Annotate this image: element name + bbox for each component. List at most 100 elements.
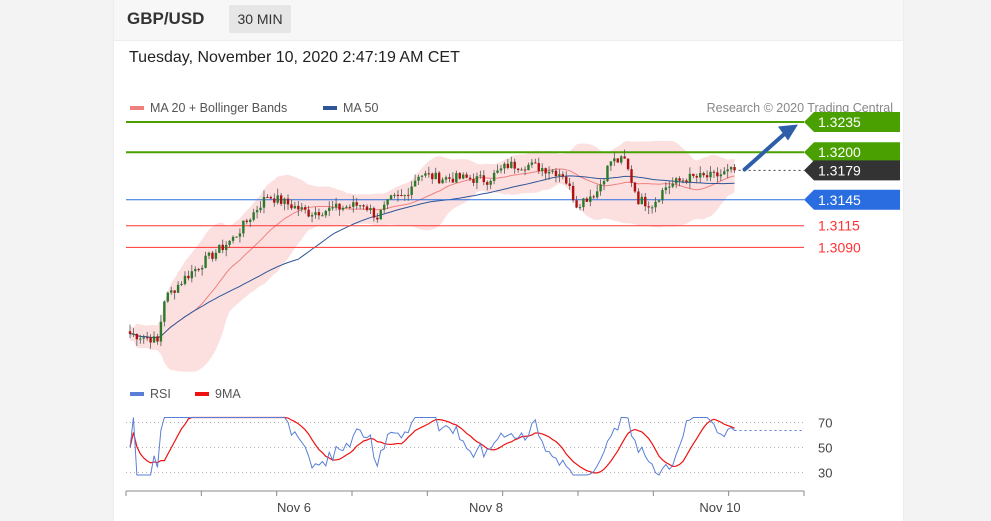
- candle: [534, 162, 537, 164]
- candle: [510, 161, 513, 168]
- candle: [348, 206, 352, 208]
- candle: [341, 207, 345, 210]
- candle: [190, 271, 194, 279]
- candle: [276, 195, 279, 203]
- candle: [637, 191, 640, 205]
- candle: [358, 205, 362, 207]
- x-tick-label: Nov 10: [699, 500, 740, 515]
- candle: [726, 169, 729, 172]
- candle: [729, 167, 733, 170]
- candle: [571, 185, 575, 201]
- candle: [396, 194, 400, 196]
- candle: [273, 198, 276, 203]
- candle: [472, 179, 475, 183]
- candle: [231, 236, 235, 241]
- candle: [523, 169, 527, 171]
- forecast-arrow-shaft: [742, 130, 788, 172]
- candle: [716, 172, 719, 177]
- candle: [252, 212, 255, 220]
- candle: [345, 206, 348, 208]
- candle: [180, 283, 183, 285]
- candle: [623, 156, 626, 159]
- candle: [448, 177, 451, 179]
- candle: [719, 174, 723, 177]
- candle: [647, 206, 650, 208]
- candle: [228, 240, 231, 245]
- candle: [297, 205, 300, 210]
- candle: [427, 173, 431, 175]
- candle: [431, 173, 434, 180]
- candle: [362, 205, 365, 207]
- candle: [128, 331, 132, 334]
- candle: [702, 173, 705, 176]
- chart-datetime: Tuesday, November 10, 2020 2:47:19 AM CE…: [129, 49, 460, 66]
- candle: [479, 175, 482, 177]
- candle: [283, 198, 286, 204]
- candle: [486, 182, 489, 185]
- candle: [307, 209, 310, 217]
- candle: [513, 161, 516, 169]
- candle: [352, 202, 355, 207]
- chart-header: GBP/USD 30 MIN: [114, 0, 903, 41]
- rsi-swatch: [130, 391, 144, 396]
- candle: [589, 196, 592, 202]
- candle: [424, 173, 427, 176]
- ma20-swatch: [130, 105, 144, 110]
- candle: [204, 255, 207, 268]
- level-badge-1.3145: [804, 189, 900, 210]
- candle: [699, 173, 702, 178]
- candle: [376, 217, 379, 220]
- rsi-line: [129, 417, 735, 476]
- candle: [266, 196, 269, 198]
- candle: [132, 333, 135, 335]
- candle: [496, 170, 499, 173]
- candle: [561, 174, 565, 177]
- candle: [575, 200, 578, 208]
- candle: [668, 186, 671, 188]
- candle: [503, 163, 506, 169]
- ma9-swatch: [195, 391, 209, 396]
- timeframe-badge[interactable]: 30 MIN: [229, 5, 291, 33]
- candle: [520, 169, 523, 171]
- candle: [156, 336, 159, 342]
- candle: [386, 199, 389, 205]
- level-label-1.3179: 1.3179: [818, 162, 861, 178]
- candle: [159, 321, 163, 342]
- chart-card: GBP/USD 30 MIN Tuesday, November 10, 202…: [114, 0, 903, 521]
- chart-canvas: 1.3235 1.3200 1.3179 1.3145 1.3115 1.3090 70 50…: [125, 111, 900, 515]
- legend-rsi-label: RSI: [150, 387, 171, 401]
- candle: [657, 200, 661, 202]
- candle: [334, 203, 338, 208]
- level-label-1.3200: 1.3200: [818, 144, 861, 160]
- candle: [338, 203, 341, 210]
- candle: [355, 202, 358, 206]
- rsi-tick-label: 30: [818, 466, 832, 481]
- level-badge-1.3235: [804, 111, 900, 132]
- candle: [650, 207, 654, 209]
- candle: [489, 181, 492, 185]
- candle: [458, 173, 461, 179]
- research-credit: Research © 2020 Trading Central: [706, 101, 893, 115]
- legend-ma20-label: MA 20 + Bollinger Bands: [150, 101, 288, 115]
- candle: [437, 172, 441, 184]
- level-label-1.3235: 1.3235: [818, 114, 861, 130]
- candle: [558, 174, 561, 177]
- candle: [300, 207, 303, 210]
- candle: [135, 333, 139, 340]
- candle: [499, 168, 503, 171]
- legend-rsi: RSI: [130, 387, 171, 401]
- candle: [194, 269, 197, 272]
- candle: [235, 236, 238, 238]
- candle: [224, 244, 228, 251]
- candle: [314, 212, 317, 216]
- candle: [461, 174, 465, 179]
- candle: [245, 220, 248, 222]
- candle: [441, 179, 444, 184]
- candle: [661, 190, 664, 201]
- candle: [207, 252, 211, 256]
- candle: [475, 176, 479, 183]
- candle: [413, 180, 417, 187]
- candle: [530, 162, 534, 165]
- candle: [585, 198, 589, 202]
- candle: [620, 156, 623, 163]
